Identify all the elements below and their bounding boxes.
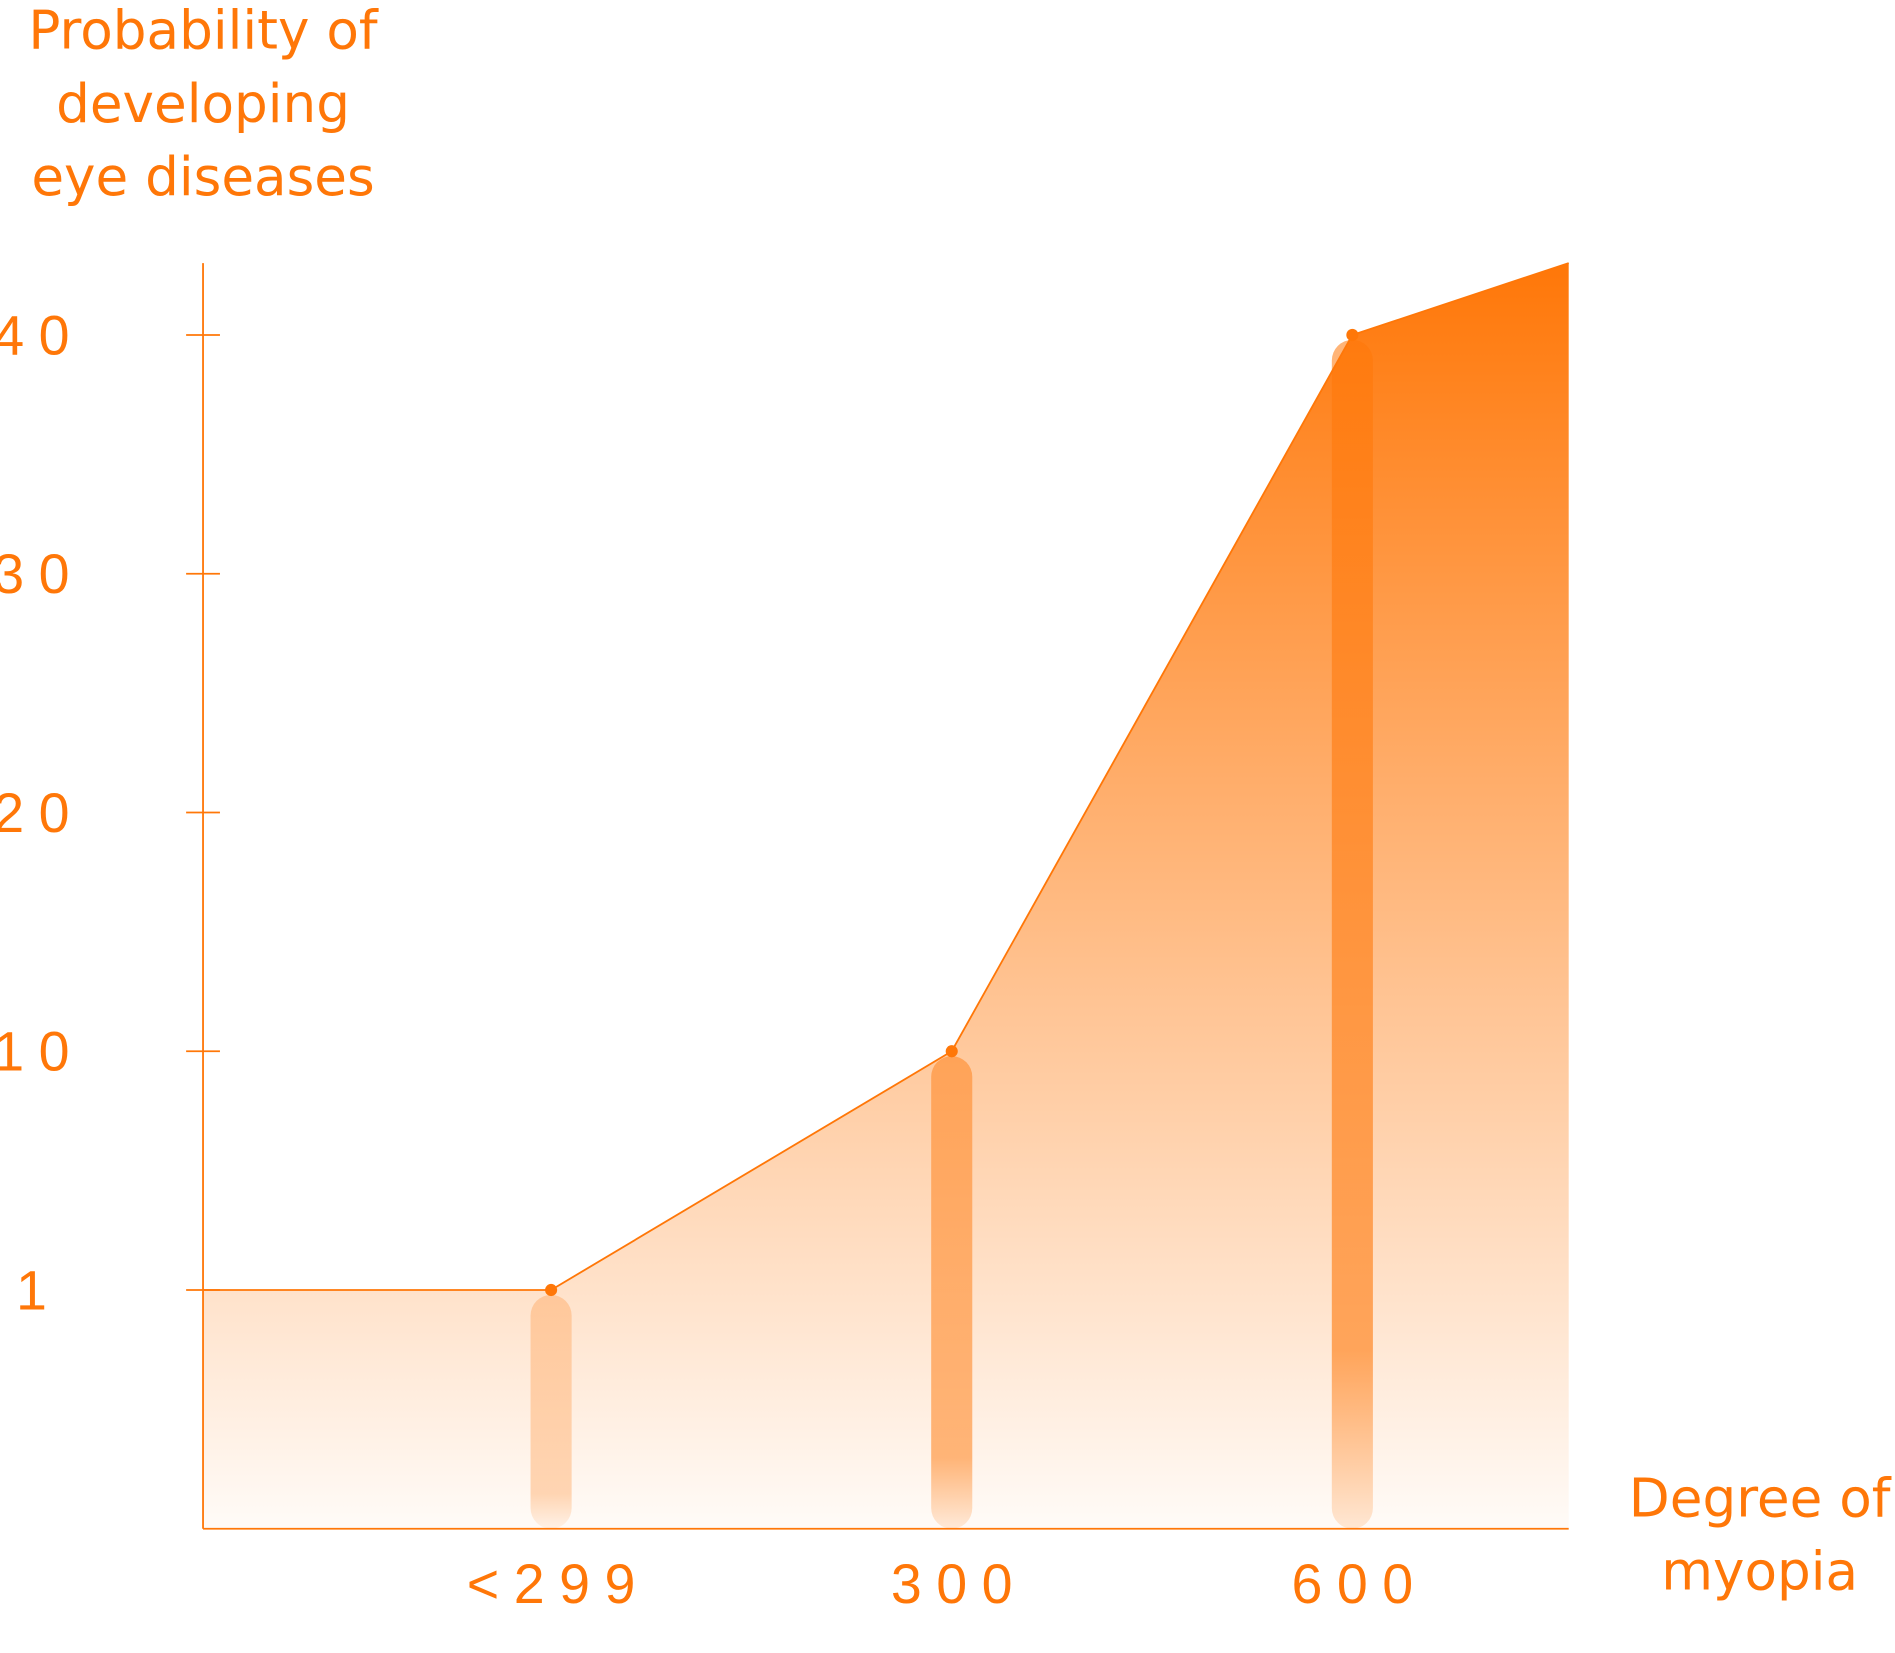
y-axis-title: Probability of developing eye diseases	[28, 0, 378, 208]
point	[945, 1045, 958, 1058]
point	[1346, 328, 1359, 342]
y-tick-label: 40	[0, 303, 84, 366]
y-tick-label: 1	[16, 1258, 61, 1321]
top-segment	[1352, 262, 1569, 336]
bar	[530, 1294, 572, 1529]
y-axis-title-line: Probability of	[28, 0, 378, 62]
y-tick-label: 10	[0, 1020, 84, 1083]
x-tick-label: 600	[1291, 1552, 1427, 1615]
y-tick-label: 20	[0, 781, 84, 844]
point	[545, 1283, 558, 1297]
area-fill	[203, 263, 1569, 1529]
x-axis-title: Degree of myopia	[1629, 1466, 1892, 1602]
x-tick-label: <299	[467, 1552, 650, 1615]
bar	[1331, 339, 1373, 1529]
x-axis-title-line: Degree of	[1629, 1466, 1892, 1529]
y-axis-title-line: developing	[56, 72, 350, 135]
y-tick-label: 30	[0, 542, 84, 605]
bar	[931, 1056, 973, 1529]
x-axis-title-line: myopia	[1661, 1539, 1858, 1602]
x-tick-label: 300	[891, 1552, 1027, 1615]
y-axis-title-line: eye diseases	[31, 145, 374, 208]
